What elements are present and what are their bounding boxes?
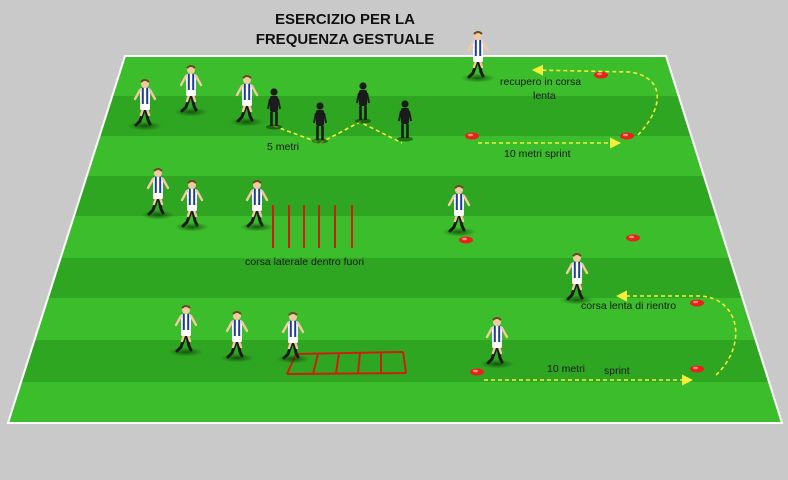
field-boundary (6, 55, 784, 424)
title-line-2: FREQUENZA GESTUALE (255, 31, 435, 48)
drill-lateral-poles: corsa laterale dentro fuori (139, 167, 640, 268)
drill-sprint-recovery-top: recupero in corsa lenta 10 metri sprint (465, 64, 658, 160)
drill-sprint-recovery-bottom: corsa lenta di rientro 10 metri sprint (470, 290, 737, 386)
label-corsa-laterale: corsa laterale dentro fuori (245, 256, 364, 268)
diagram-title: ESERCIZIO PER LA FREQUENZA GESTUALE (200, 10, 490, 50)
drill-ladder (167, 252, 596, 375)
title-line-1: ESERCIZIO PER LA (274, 11, 416, 28)
cone-icon (594, 71, 608, 79)
soccer-field (8, 56, 782, 423)
cone-icon (690, 365, 704, 373)
cone-icon (459, 236, 473, 244)
cone-icon (465, 132, 479, 140)
ladder-icon (286, 351, 407, 375)
label-10-metri-sprint: 10 metri sprint (504, 148, 571, 160)
cone-icon (470, 368, 484, 376)
recovery-arrow (615, 290, 737, 376)
cone-icon (626, 234, 640, 242)
label-5-metri: 5 metri (267, 141, 299, 153)
label-recupero-2: lenta (533, 90, 556, 102)
label-corsa-lenta-rientro: corsa lenta di rientro (581, 300, 676, 312)
cone-icon (690, 299, 704, 307)
drill-zigzag: 5 metri (126, 30, 497, 153)
label-recupero-1: recupero in corsa (500, 76, 581, 88)
cone-icon (620, 132, 634, 140)
zigzag-path (273, 121, 403, 144)
label-sprint: sprint (604, 365, 630, 377)
label-10-metri: 10 metri (547, 363, 585, 375)
